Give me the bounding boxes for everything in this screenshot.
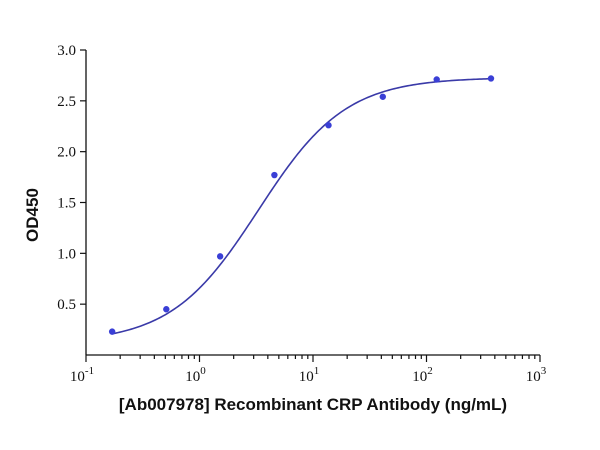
y-axis-title: OD450 [23, 188, 42, 242]
y-tick-label: 2.5 [57, 94, 76, 110]
x-tick-label: 103 [526, 365, 547, 385]
data-point [487, 75, 495, 82]
fit-curve [111, 77, 492, 335]
x-tick-label: 100 [185, 365, 206, 385]
data-point [163, 306, 170, 313]
y-tick-label: 0.5 [57, 297, 76, 313]
data-point [216, 253, 224, 260]
x-tick-label: 102 [412, 365, 433, 385]
x-tick-label: 10-1 [70, 365, 94, 385]
data-point [433, 76, 440, 83]
y-tick-label: 2.0 [57, 145, 76, 161]
axes [85, 50, 540, 356]
y-tick-label: 1.5 [57, 196, 76, 212]
x-axis-title: [Ab007978] Recombinant CRP Antibody (ng/… [119, 395, 507, 414]
data-point [379, 93, 386, 100]
data-points [108, 75, 495, 335]
data-point [108, 328, 116, 335]
y-axis-ticks: 0.5 1.0 1.5 2.0 2.5 3.0 [57, 43, 86, 313]
data-point [325, 122, 332, 129]
x-axis-ticks: 10-1 100 101 102 103 [70, 355, 547, 385]
y-tick-label: 3.0 [57, 43, 76, 59]
y-tick-label: 1.0 [57, 246, 76, 262]
data-point [271, 171, 278, 179]
x-tick-label: 101 [299, 365, 320, 385]
